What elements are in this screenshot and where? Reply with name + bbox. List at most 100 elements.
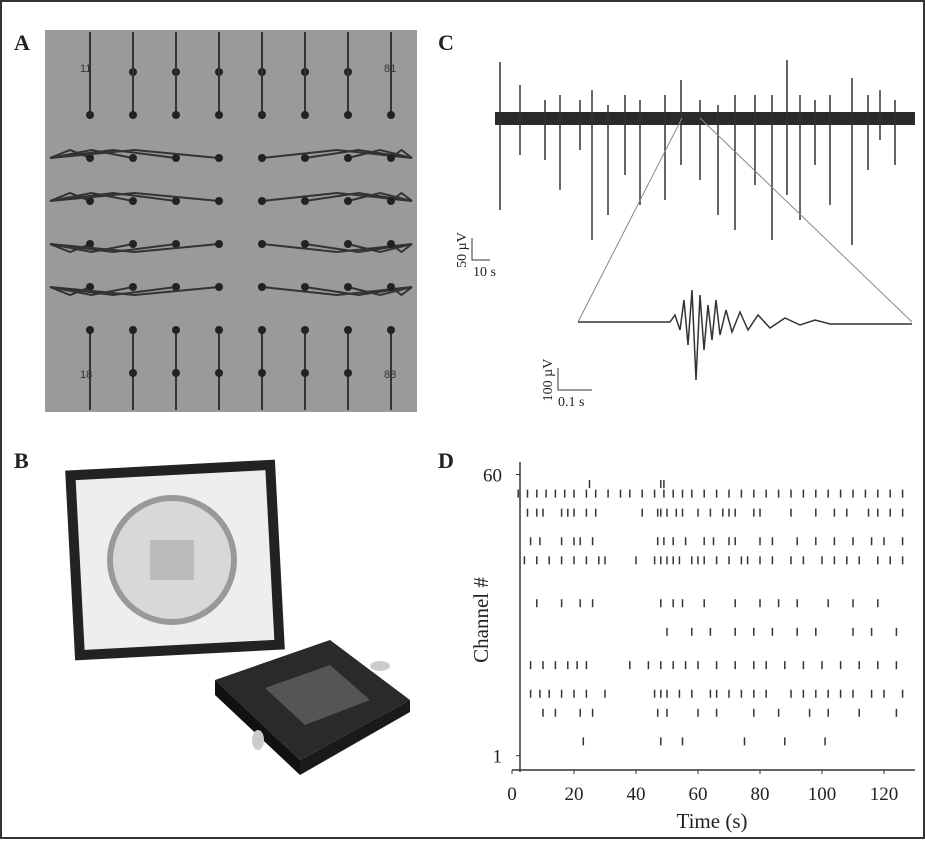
electrode xyxy=(301,240,309,248)
scale-label: 0.1 s xyxy=(558,395,584,410)
electrode xyxy=(344,111,352,119)
electrode xyxy=(129,240,137,248)
panel-label: A xyxy=(14,30,30,55)
electrode xyxy=(172,111,180,119)
electrode-track xyxy=(261,148,413,159)
x-tick-label: 60 xyxy=(689,784,708,805)
electrode-label: 88 xyxy=(384,369,396,381)
y-tick-label: 1 xyxy=(493,747,503,768)
scale-label: 10 s xyxy=(473,265,496,280)
electrode-track xyxy=(261,243,413,254)
electrode-label: 18 xyxy=(80,369,92,381)
electrode xyxy=(215,154,223,162)
x-tick-label: 40 xyxy=(627,784,646,805)
electrode xyxy=(86,283,94,291)
electrode xyxy=(258,283,266,291)
chip-photo xyxy=(65,459,285,661)
electrode-track xyxy=(261,286,413,297)
electrode xyxy=(215,197,223,205)
electrode-track xyxy=(347,286,413,297)
electrode-track xyxy=(261,191,413,202)
electrode xyxy=(129,111,137,119)
electrode xyxy=(301,369,309,377)
x-tick-label: 20 xyxy=(565,784,584,805)
electrode xyxy=(387,111,395,119)
electrode xyxy=(172,240,180,248)
electrode xyxy=(86,240,94,248)
x-axis-label: Time (s) xyxy=(677,809,748,833)
electrode xyxy=(86,326,94,334)
electrode xyxy=(344,283,352,291)
electrode-grid xyxy=(49,32,413,410)
electrode xyxy=(129,154,137,162)
electrode xyxy=(258,240,266,248)
electrode xyxy=(129,283,137,291)
electrode-label: 81 xyxy=(384,63,396,75)
electrode xyxy=(387,154,395,162)
electrode-track xyxy=(347,243,413,254)
y-axis-label: Channel # xyxy=(469,577,493,663)
electrode xyxy=(215,283,223,291)
electrode xyxy=(387,326,395,334)
electrode xyxy=(86,197,94,205)
electrode xyxy=(86,111,94,119)
electrode xyxy=(344,197,352,205)
electrode-track xyxy=(49,243,220,254)
electrode xyxy=(129,197,137,205)
electrode xyxy=(215,240,223,248)
electrode xyxy=(258,326,266,334)
mea-photo xyxy=(45,30,417,412)
electrode xyxy=(172,197,180,205)
panel-label: C xyxy=(438,30,454,55)
electrode xyxy=(215,326,223,334)
electrode xyxy=(301,111,309,119)
scale-label: 50 µV xyxy=(455,232,470,268)
electrode xyxy=(387,283,395,291)
electrode-label: 11 xyxy=(80,63,91,75)
electrode-track xyxy=(347,191,413,202)
electrode xyxy=(301,154,309,162)
electrode xyxy=(344,369,352,377)
electrode xyxy=(258,369,266,377)
electrode xyxy=(86,154,94,162)
electrode-track xyxy=(390,286,413,297)
electrode-track xyxy=(390,148,413,159)
electrode xyxy=(387,240,395,248)
x-tick-label: 100 xyxy=(808,784,837,805)
voltage-trace xyxy=(495,60,915,381)
electrode xyxy=(344,240,352,248)
electrode xyxy=(129,326,137,334)
scale-label: 100 µV xyxy=(541,359,556,402)
electrode xyxy=(258,154,266,162)
panel-label: D xyxy=(438,448,454,473)
electrode xyxy=(172,154,180,162)
electrode xyxy=(258,111,266,119)
electrode xyxy=(344,326,352,334)
electrode xyxy=(172,283,180,291)
panel-label: B xyxy=(14,448,29,473)
electrode xyxy=(301,197,309,205)
y-tick-label: 60 xyxy=(483,466,502,487)
electrode-track xyxy=(347,148,413,159)
electrode-track xyxy=(390,243,413,254)
electrode xyxy=(301,326,309,334)
x-tick-label: 80 xyxy=(751,784,770,805)
electrode xyxy=(172,326,180,334)
electrode xyxy=(387,197,395,205)
electrode-track xyxy=(49,148,220,159)
electrode xyxy=(215,111,223,119)
electrode xyxy=(344,154,352,162)
electrode xyxy=(258,197,266,205)
x-tick-label: 0 xyxy=(507,784,517,805)
electrode-track xyxy=(49,286,220,297)
electrode-track xyxy=(390,191,413,202)
x-tick-label: 120 xyxy=(870,784,899,805)
electrode xyxy=(215,369,223,377)
electrode xyxy=(129,369,137,377)
holder-photo xyxy=(215,640,410,775)
electrode-track xyxy=(49,191,220,202)
electrode xyxy=(301,283,309,291)
electrode xyxy=(172,369,180,377)
scale-bar xyxy=(471,238,592,391)
